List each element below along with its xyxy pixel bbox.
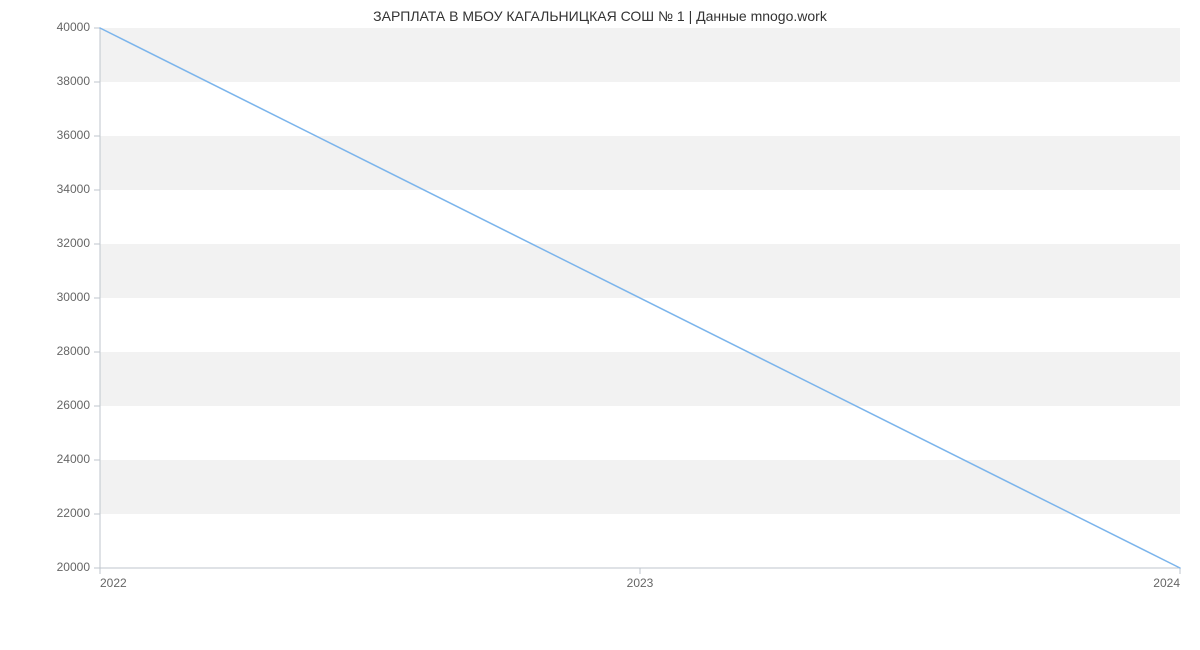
x-tick-label: 2022 — [100, 576, 127, 590]
grid-band — [100, 28, 1180, 82]
salary-line-chart: ЗАРПЛАТА В МБОУ КАГАЛЬНИЦКАЯ СОШ № 1 | Д… — [0, 0, 1200, 650]
y-tick-label: 38000 — [57, 74, 91, 88]
y-tick-label: 24000 — [57, 452, 91, 466]
grid-band — [100, 352, 1180, 406]
y-tick-label: 20000 — [57, 560, 91, 574]
x-tick-label: 2024 — [1153, 576, 1180, 590]
y-tick-label: 28000 — [57, 344, 91, 358]
x-tick-label: 2023 — [627, 576, 654, 590]
y-tick-label: 26000 — [57, 398, 91, 412]
y-tick-label: 34000 — [57, 182, 91, 196]
y-tick-label: 30000 — [57, 290, 91, 304]
grid-band — [100, 244, 1180, 298]
grid-band — [100, 136, 1180, 190]
y-tick-label: 22000 — [57, 506, 91, 520]
y-tick-label: 36000 — [57, 128, 91, 142]
chart-title: ЗАРПЛАТА В МБОУ КАГАЛЬНИЦКАЯ СОШ № 1 | Д… — [0, 8, 1200, 24]
chart-svg: 20000 22000 24000 26000 28000 30000 32000 34000… — [0, 0, 1200, 650]
y-tick-label: 32000 — [57, 236, 91, 250]
